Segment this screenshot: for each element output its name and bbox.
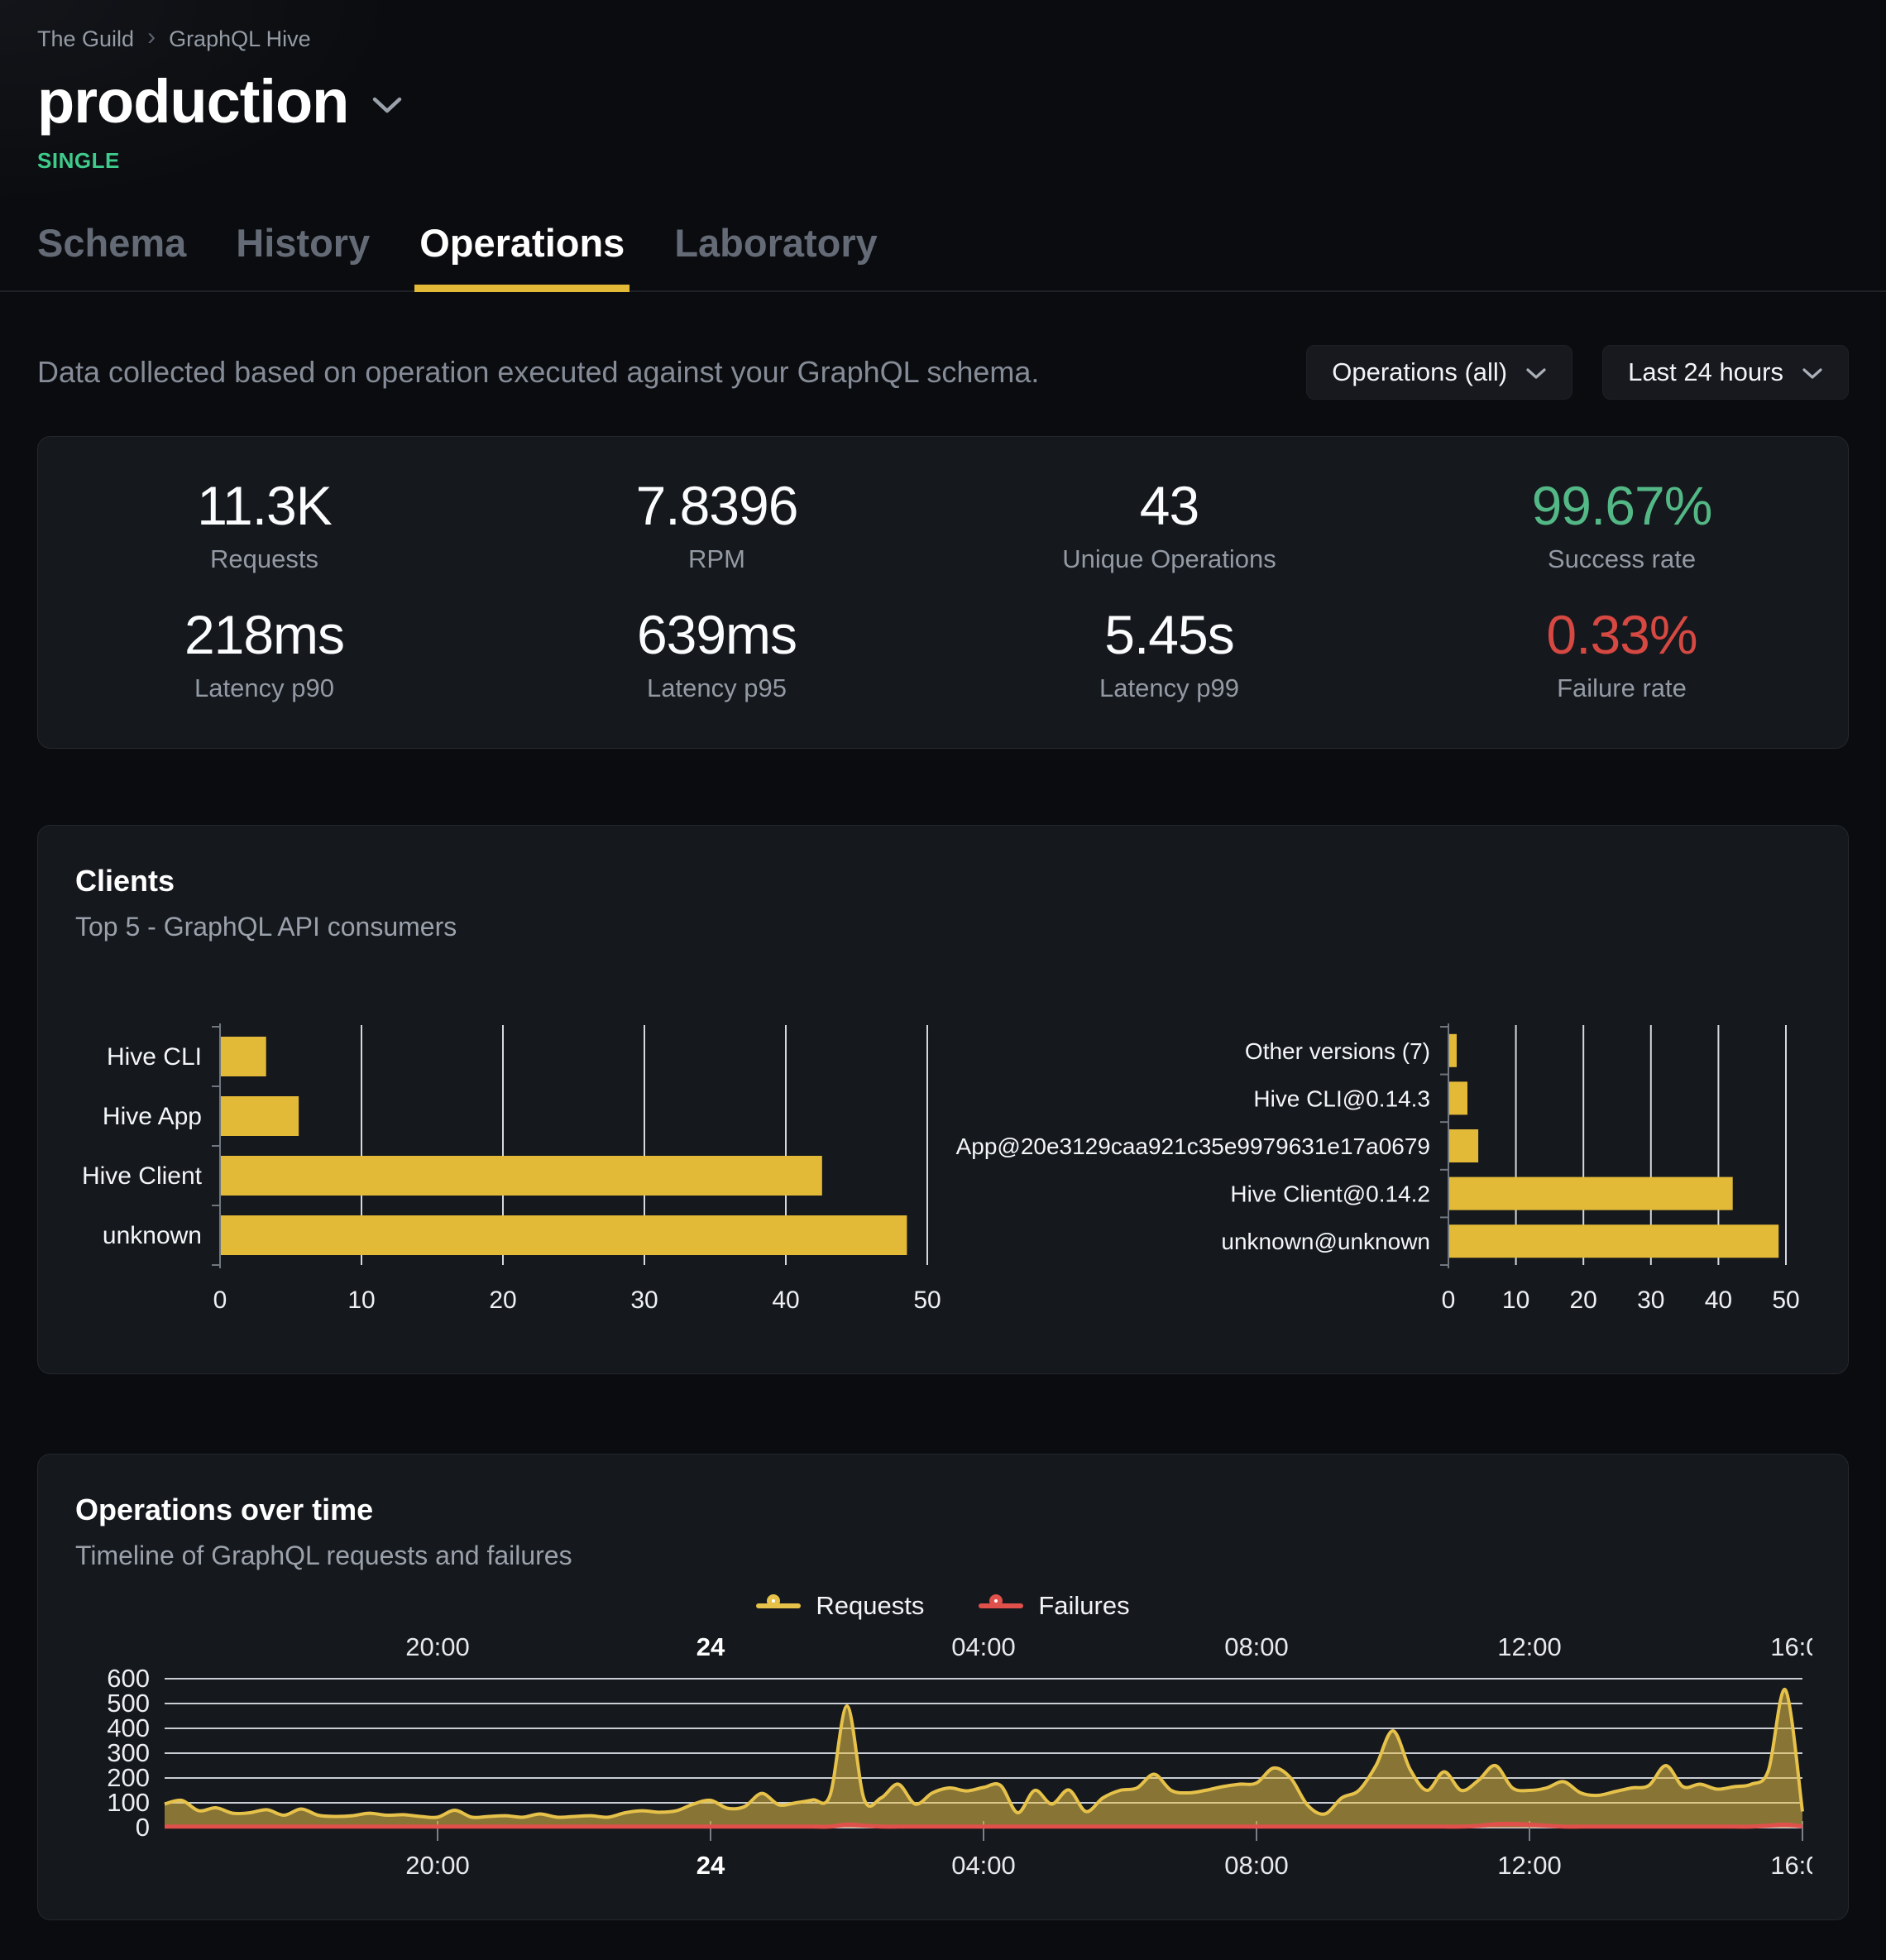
svg-text:0: 0 (1442, 1287, 1456, 1314)
chevron-down-icon (1525, 357, 1547, 387)
svg-text:40: 40 (772, 1287, 799, 1314)
svg-text:0: 0 (213, 1287, 227, 1314)
stat-unique-operations: 43 Unique Operations (1062, 475, 1276, 573)
svg-text:10: 10 (347, 1287, 375, 1314)
svg-text:unknown@unknown: unknown@unknown (1221, 1229, 1430, 1254)
operations-filter-dropdown[interactable]: Operations (all) (1306, 345, 1573, 400)
page-title: production (37, 67, 349, 136)
legend-item-failures[interactable]: Failures (979, 1591, 1130, 1621)
title-row: production (37, 66, 1849, 137)
svg-text:200: 200 (107, 1763, 150, 1792)
svg-text:20:00: 20:00 (405, 1632, 470, 1661)
svg-text:100: 100 (107, 1788, 150, 1817)
clients-charts-row: 0 10 20 30 40 50 Hive CLI Hive App Hive Client un… (75, 1015, 1811, 1325)
failures-series-marker-icon (979, 1593, 1024, 1618)
stat-success-rate: 99.67% Success rate (1531, 475, 1713, 573)
tab-schema[interactable]: Schema (37, 220, 186, 290)
svg-text:16:00: 16:00 (1770, 1851, 1812, 1880)
period-filter-dropdown[interactable]: Last 24 hours (1602, 345, 1849, 400)
svg-text:12:00: 12:00 (1497, 1632, 1562, 1661)
filters-row: Data collected based on operation execut… (0, 345, 1886, 400)
svg-text:30: 30 (1637, 1287, 1664, 1314)
svg-text:04:00: 04:00 (951, 1851, 1016, 1880)
timeline-legend: Requests Failures (75, 1591, 1811, 1621)
svg-text:Hive Client@0.14.2: Hive Client@0.14.2 (1230, 1181, 1430, 1207)
svg-text:Hive App@20e3129caa921c35e9979: Hive App@20e3129caa921c35e9979631e17a067… (952, 1133, 1430, 1159)
clients-title: Clients (75, 864, 175, 898)
requests-series-marker-icon (756, 1593, 802, 1618)
tab-history[interactable]: History (236, 220, 370, 290)
svg-text:40: 40 (1705, 1287, 1732, 1314)
stat-requests: 11.3K Requests (197, 475, 333, 573)
svg-text:08:00: 08:00 (1224, 1851, 1289, 1880)
breadcrumb-separator-icon: › (147, 23, 156, 50)
stats-card: 11.3K Requests 7.8396 RPM 43 Unique Oper… (37, 436, 1849, 749)
data-collection-note: Data collected based on operation execut… (37, 355, 1040, 389)
stat-latency-p99: 5.45s Latency p99 (1099, 604, 1239, 702)
operations-over-time-subtitle: Timeline of GraphQL requests and failure… (75, 1541, 572, 1570)
svg-text:30: 30 (630, 1287, 658, 1314)
svg-text:300: 300 (107, 1738, 150, 1767)
chevron-down-icon[interactable] (371, 95, 403, 119)
svg-text:04:00: 04:00 (951, 1632, 1016, 1661)
tab-operations[interactable]: Operations (414, 220, 630, 292)
breadcrumb-project[interactable]: GraphQL Hive (169, 26, 311, 51)
svg-text:600: 600 (107, 1664, 150, 1693)
svg-text:Hive CLI: Hive CLI (107, 1043, 202, 1071)
svg-text:10: 10 (1502, 1287, 1529, 1314)
legend-item-requests[interactable]: Requests (756, 1591, 924, 1621)
svg-text:24: 24 (696, 1632, 725, 1661)
svg-text:400: 400 (107, 1713, 150, 1742)
stats-grid: 11.3K Requests 7.8396 RPM 43 Unique Oper… (38, 478, 1848, 703)
clients-card: Clients Top 5 - GraphQL API consumers 0 1… (37, 825, 1849, 1374)
svg-text:50: 50 (913, 1287, 941, 1314)
svg-text:500: 500 (107, 1689, 150, 1718)
svg-text:12:00: 12:00 (1497, 1851, 1562, 1880)
svg-text:Hive App: Hive App (103, 1103, 202, 1130)
svg-text:50: 50 (1772, 1287, 1799, 1314)
tab-bar: Schema History Operations Laboratory (0, 220, 1886, 292)
stat-latency-p95: 639ms Latency p95 (636, 604, 797, 702)
stat-latency-p90: 218ms Latency p90 (184, 604, 345, 702)
operations-timeline-chart: 0 100 200 300 400 500 600 20:00 20:00 24 24 04:00 04… (75, 1631, 1835, 1890)
clients-by-name-chart: 0 10 20 30 40 50 Hive CLI Hive App Hive Client un… (75, 1015, 952, 1325)
svg-text:Other versions (7): Other versions (7) (1245, 1038, 1430, 1064)
filter-buttons: Operations (all) Last 24 hours (1306, 345, 1849, 400)
svg-text:24: 24 (696, 1851, 725, 1880)
svg-text:08:00: 08:00 (1224, 1632, 1289, 1661)
svg-text:20: 20 (489, 1287, 516, 1314)
stat-rpm: 7.8396 RPM (635, 475, 799, 573)
tab-laboratory[interactable]: Laboratory (674, 220, 878, 290)
stat-failure-rate: 0.33% Failure rate (1546, 604, 1697, 702)
svg-text:unknown: unknown (103, 1222, 202, 1249)
svg-text:Hive Client: Hive Client (82, 1162, 203, 1190)
svg-text:0: 0 (136, 1813, 150, 1842)
breadcrumb: The Guild › GraphQL Hive (37, 23, 1849, 53)
chevron-down-icon (1802, 357, 1823, 387)
target-mode-badge: SINGLE (37, 148, 120, 173)
svg-text:20:00: 20:00 (405, 1851, 470, 1880)
header: The Guild › GraphQL Hive production SING… (0, 0, 1886, 174)
clients-subtitle: Top 5 - GraphQL API consumers (75, 912, 457, 942)
clients-by-version-chart: 0 10 20 30 40 50 Other versions (7) Hive CLI@0.… (904, 1015, 1812, 1325)
breadcrumb-org[interactable]: The Guild (37, 26, 135, 51)
operations-over-time-card: Operations over time Timeline of GraphQL… (37, 1454, 1849, 1920)
svg-text:Hive CLI@0.14.3: Hive CLI@0.14.3 (1253, 1085, 1430, 1111)
svg-text:16:00: 16:00 (1770, 1632, 1812, 1661)
svg-text:20: 20 (1570, 1287, 1597, 1314)
operations-over-time-title: Operations over time (75, 1493, 374, 1526)
